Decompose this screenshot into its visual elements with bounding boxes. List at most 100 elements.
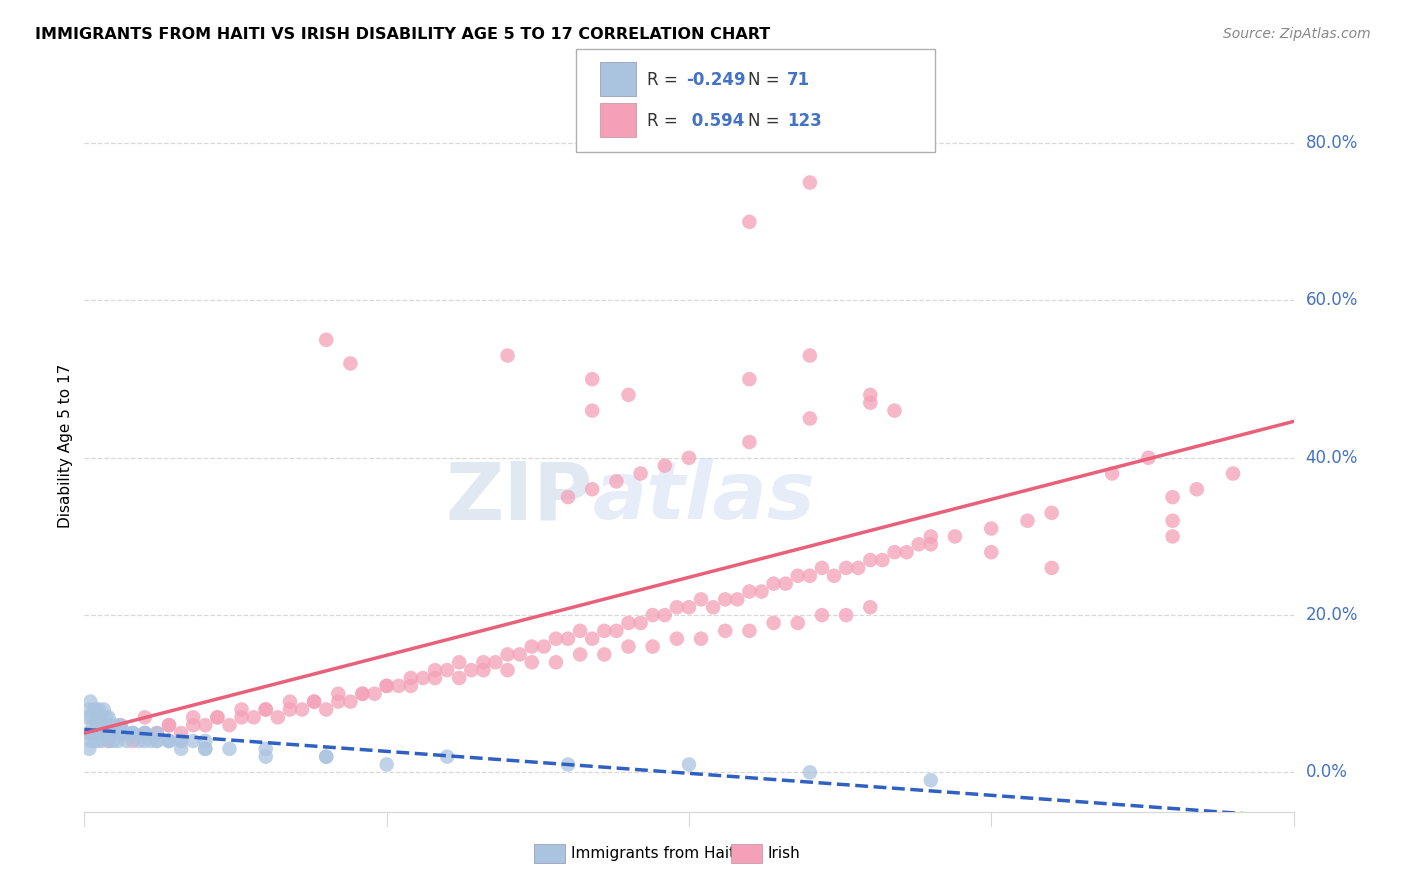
Point bbox=[786, 615, 808, 630]
Point bbox=[569, 624, 592, 638]
Point bbox=[859, 600, 882, 615]
Point bbox=[641, 640, 664, 654]
Point bbox=[484, 655, 506, 669]
Point bbox=[846, 561, 869, 575]
Point bbox=[267, 710, 290, 724]
Point bbox=[100, 726, 122, 740]
Point bbox=[799, 176, 821, 190]
Point bbox=[128, 734, 150, 748]
Point bbox=[751, 584, 773, 599]
Point bbox=[665, 600, 688, 615]
Point bbox=[134, 734, 156, 748]
Point bbox=[77, 741, 100, 756]
Point bbox=[315, 702, 337, 716]
Point bbox=[79, 734, 101, 748]
Point bbox=[302, 695, 325, 709]
Text: 0.0%: 0.0% bbox=[1306, 764, 1347, 781]
Point bbox=[181, 718, 204, 732]
Point bbox=[339, 695, 361, 709]
Point bbox=[811, 608, 834, 623]
Point bbox=[593, 624, 616, 638]
Point bbox=[83, 734, 105, 748]
Point bbox=[665, 632, 688, 646]
Point bbox=[835, 561, 858, 575]
Point bbox=[823, 568, 845, 582]
Point bbox=[980, 522, 1002, 536]
Text: R =: R = bbox=[647, 112, 683, 130]
Point bbox=[278, 695, 301, 709]
Point bbox=[738, 435, 761, 450]
Point bbox=[449, 671, 471, 685]
Point bbox=[218, 718, 240, 732]
Point bbox=[557, 632, 579, 646]
Point bbox=[520, 655, 543, 669]
Point bbox=[738, 215, 761, 229]
Point bbox=[1161, 490, 1184, 504]
Point bbox=[315, 333, 337, 347]
Point bbox=[533, 640, 555, 654]
Point bbox=[254, 741, 277, 756]
Point bbox=[738, 624, 761, 638]
Point bbox=[82, 718, 104, 732]
Point bbox=[375, 679, 398, 693]
Y-axis label: Disability Age 5 to 17: Disability Age 5 to 17 bbox=[58, 364, 73, 528]
Point bbox=[93, 718, 115, 732]
Point bbox=[146, 734, 169, 748]
Point bbox=[617, 615, 640, 630]
Point bbox=[94, 726, 117, 740]
Point bbox=[654, 608, 676, 623]
Text: IMMIGRANTS FROM HAITI VS IRISH DISABILITY AGE 5 TO 17 CORRELATION CHART: IMMIGRANTS FROM HAITI VS IRISH DISABILIT… bbox=[35, 27, 770, 42]
Point bbox=[423, 671, 446, 685]
Point bbox=[97, 710, 120, 724]
Point bbox=[110, 726, 132, 740]
Point bbox=[89, 718, 111, 732]
Point bbox=[702, 600, 724, 615]
Point bbox=[544, 632, 567, 646]
Point bbox=[436, 749, 458, 764]
Point bbox=[569, 648, 592, 662]
Point bbox=[207, 710, 229, 724]
Point bbox=[90, 734, 112, 748]
Point bbox=[146, 734, 169, 748]
Point bbox=[146, 726, 169, 740]
Point bbox=[80, 726, 103, 740]
Text: Irish: Irish bbox=[768, 847, 800, 861]
Point bbox=[896, 545, 918, 559]
Point bbox=[315, 749, 337, 764]
Point bbox=[496, 663, 519, 677]
Point bbox=[84, 726, 107, 740]
Point bbox=[254, 702, 277, 716]
Text: Source: ZipAtlas.com: Source: ZipAtlas.com bbox=[1223, 27, 1371, 41]
Point bbox=[121, 726, 143, 740]
Point bbox=[725, 592, 748, 607]
Point bbox=[630, 467, 652, 481]
Point bbox=[460, 663, 482, 677]
Point bbox=[97, 734, 120, 748]
Point bbox=[920, 773, 942, 788]
Point bbox=[581, 632, 603, 646]
Point bbox=[77, 702, 100, 716]
Text: 123: 123 bbox=[787, 112, 823, 130]
Point bbox=[799, 765, 821, 780]
Point bbox=[231, 702, 253, 716]
Point bbox=[86, 718, 108, 732]
Point bbox=[1161, 529, 1184, 543]
Point bbox=[557, 757, 579, 772]
Point bbox=[170, 726, 193, 740]
Point bbox=[352, 687, 374, 701]
Point bbox=[80, 710, 103, 724]
Point bbox=[883, 403, 905, 417]
Point bbox=[93, 702, 115, 716]
Point bbox=[86, 710, 108, 724]
Point bbox=[496, 349, 519, 363]
Point bbox=[83, 702, 105, 716]
Point bbox=[194, 741, 217, 756]
Point bbox=[472, 655, 495, 669]
Point bbox=[449, 655, 471, 669]
Point bbox=[207, 710, 229, 724]
Point bbox=[1137, 450, 1160, 465]
Point bbox=[91, 726, 114, 740]
Point bbox=[254, 702, 277, 716]
Point bbox=[399, 671, 422, 685]
Point bbox=[157, 734, 180, 748]
